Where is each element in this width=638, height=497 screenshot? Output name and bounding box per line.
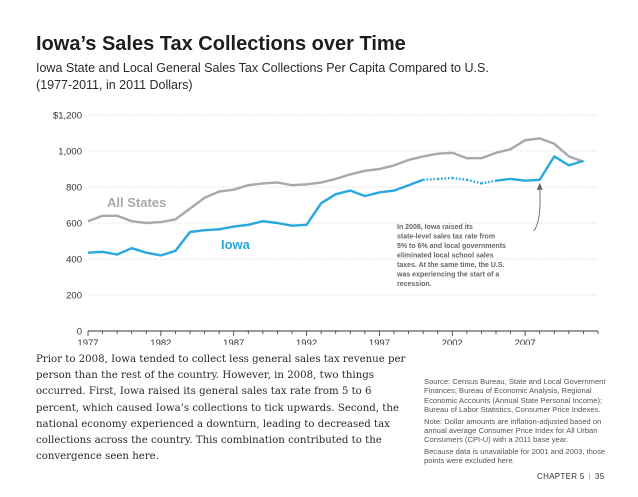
- callout-arrow-line: [533, 187, 541, 232]
- y-tick-label: $1,200: [53, 111, 82, 122]
- body-paragraph: Prior to 2008, Iowa tended to collect le…: [36, 354, 406, 463]
- iowa-dotted-segment: [423, 177, 438, 181]
- iowa-series-line: [87, 178, 424, 257]
- iowa-label: Iowa: [221, 237, 251, 252]
- source-notes: Source: Census Bureau, State and Local G…: [424, 377, 614, 468]
- callout-arrow-head: [536, 182, 543, 190]
- iowa-dotted-segment: [466, 178, 482, 185]
- note-text: Note: Dollar amounts are inflation-adjus…: [424, 416, 602, 445]
- callout-line: was experiencing the start of a: [396, 272, 499, 279]
- iowa-dotted-segment: [452, 176, 468, 181]
- callout-line: eliminated local school sales: [397, 253, 494, 260]
- source-text: Source: Census Bureau, State and Local G…: [424, 377, 606, 415]
- x-tick-label: 1977: [77, 338, 98, 345]
- x-tick-label: 1987: [223, 338, 244, 345]
- recession-callout-text: In 2008, Iowa raised its state-level sale…: [396, 224, 506, 288]
- y-tick-label: 800: [66, 183, 82, 194]
- page-number: 35: [595, 472, 605, 481]
- x-tick-label: 2002: [442, 338, 463, 345]
- y-tick-label: 600: [66, 219, 82, 230]
- x-tick-label: 2007: [515, 338, 536, 345]
- x-tick-label: 1982: [150, 338, 171, 345]
- callout-line: state-level sales tax rate from: [397, 234, 495, 241]
- callout-line: In 2008, Iowa raised its: [397, 224, 473, 231]
- all-states-series-line: [87, 137, 584, 225]
- callout-line: 5% to 6% and local governments: [397, 243, 506, 250]
- x-tick-label: 1997: [369, 338, 390, 345]
- callout-line: taxes. At the same time, the U.S.: [397, 262, 505, 269]
- iowa-dotted-segment: [437, 176, 453, 181]
- chart-title: Iowa’s Sales Tax Collections over Time: [36, 33, 406, 55]
- x-tick-label: 1992: [296, 338, 317, 345]
- sales-tax-line-chart: 0 200 400 600 800 1,000 $1,200 1977 1982 1987 1992…: [53, 111, 599, 345]
- y-tick-label: 1,000: [58, 147, 82, 158]
- data-gap-note: Because data is unavailable for 2001 and…: [424, 446, 606, 466]
- page-footer: CHAPTER 5 | 35: [537, 472, 605, 481]
- iowa-dotted-segment: [481, 179, 497, 185]
- all-states-label: All States: [107, 195, 166, 210]
- y-tick-label: 0: [77, 327, 82, 338]
- iowa-series-line: [495, 155, 584, 182]
- footer-separator: |: [588, 472, 591, 481]
- y-tick-label: 400: [66, 255, 82, 266]
- chart-subtitle: Iowa State and Local General Sales Tax C…: [36, 61, 489, 92]
- chapter-label: CHAPTER 5: [537, 472, 585, 481]
- y-tick-label: 200: [66, 291, 82, 302]
- callout-line: recession.: [397, 281, 432, 288]
